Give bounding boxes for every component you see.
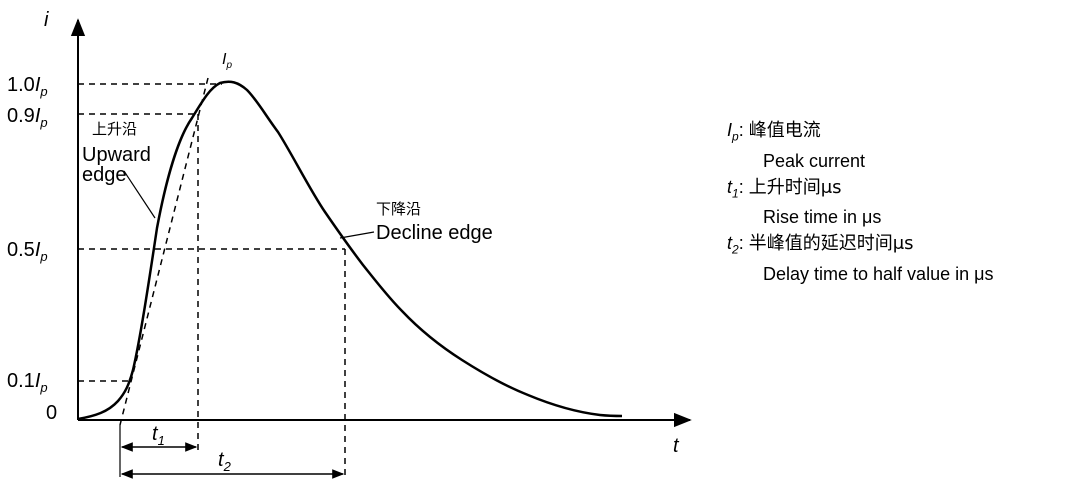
- upward-edge-en-label-1: Upward: [82, 144, 151, 166]
- upward-edge-en-label-2: edge: [82, 164, 127, 186]
- legend-item-rise: t1: 上升时间μs: [727, 176, 842, 201]
- y-tick-0: 0: [46, 402, 57, 424]
- legend: Ip: 峰值电流 Peak current t1: 上升时间μs Rise ti…: [727, 118, 993, 286]
- y-axis-label: i: [44, 9, 49, 31]
- upward-edge-leader: [123, 170, 156, 219]
- y-tick-0.5: 0.5Ip: [7, 239, 48, 264]
- legend-peak-cn: 峰值电流: [748, 120, 821, 141]
- decline-edge-cn-label: 下降沿: [376, 200, 421, 218]
- legend-rise-en: Rise time in μs: [763, 207, 882, 228]
- impulse-current-diagram: i t 1.0Ip 0.9Ip 0.5Ip 0.1Ip 0 Ip 上升沿 Upw…: [7, 9, 692, 479]
- y-tick-0.9: 0.9Ip: [7, 105, 48, 130]
- legend-item-delay: t2: 半峰值的延迟时间μs: [727, 233, 914, 257]
- t2-label: t2: [218, 449, 232, 474]
- upward-edge-cn-label: 上升沿: [92, 120, 137, 138]
- x-axis-label: t: [673, 435, 680, 457]
- decline-edge-en-label: Decline edge: [376, 222, 493, 244]
- t1-label: t1: [152, 423, 165, 448]
- peak-label: Ip: [222, 51, 232, 71]
- y-tick-1.0: 1.0Ip: [7, 74, 48, 99]
- legend-rise-cn: 上升时间μs: [748, 176, 842, 198]
- decline-edge-leader: [339, 231, 375, 239]
- legend-delay-en: Delay time to half value in μs: [763, 263, 994, 284]
- legend-item-peak: Ip: 峰值电流: [727, 120, 821, 144]
- legend-peak-en: Peak current: [763, 150, 866, 171]
- impulse-current-curve: [77, 80, 623, 421]
- y-tick-0.1: 0.1Ip: [7, 370, 48, 395]
- legend-delay-cn: 半峰值的延迟时间μs: [748, 233, 914, 255]
